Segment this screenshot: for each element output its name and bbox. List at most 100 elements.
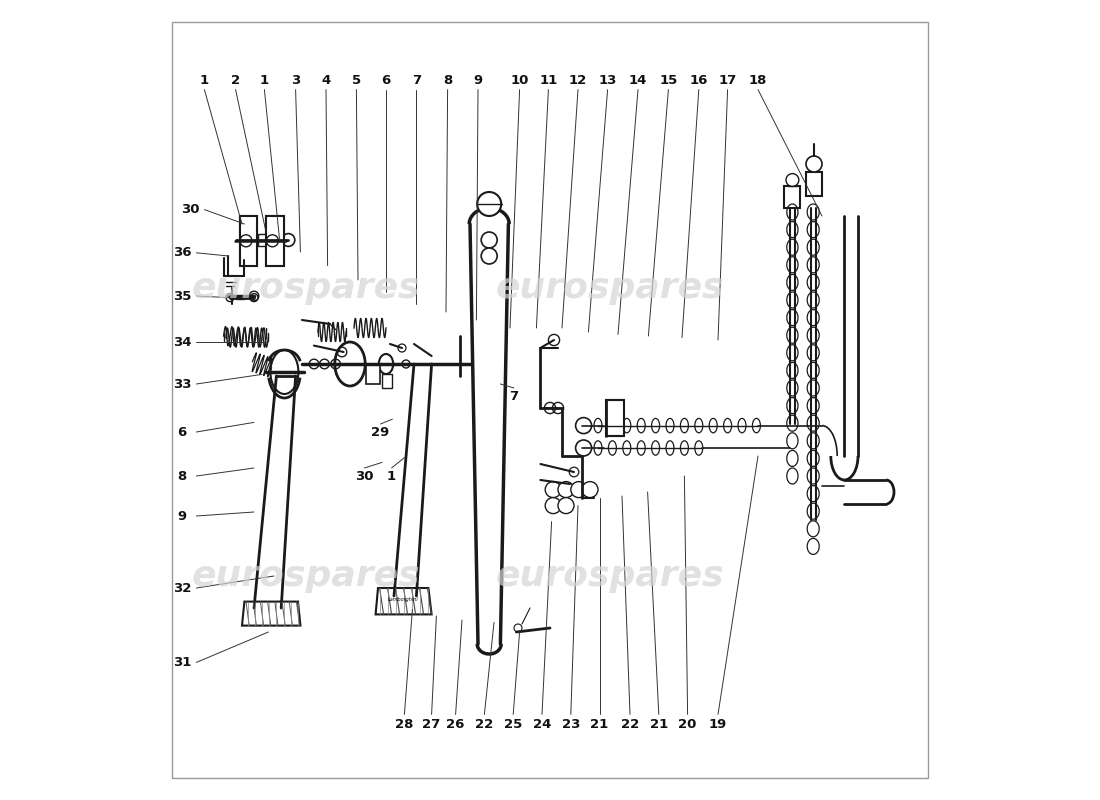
Text: 13: 13: [598, 74, 617, 86]
Text: Lamborghini: Lamborghini: [388, 598, 419, 602]
Text: 30: 30: [355, 470, 374, 482]
Bar: [806, 172, 822, 196]
Ellipse shape: [651, 418, 660, 433]
Circle shape: [575, 440, 592, 456]
Text: 10: 10: [510, 74, 529, 86]
Text: 36: 36: [173, 246, 191, 259]
Circle shape: [582, 482, 598, 498]
Text: 21: 21: [650, 718, 668, 730]
Text: 11: 11: [539, 74, 558, 86]
Circle shape: [558, 498, 574, 514]
Text: 14: 14: [629, 74, 647, 86]
Polygon shape: [242, 602, 300, 626]
Ellipse shape: [378, 354, 393, 374]
Ellipse shape: [271, 350, 298, 394]
Ellipse shape: [695, 418, 703, 433]
Bar: [272, 234, 279, 246]
Text: 7: 7: [411, 74, 421, 86]
Text: 22: 22: [475, 718, 494, 730]
Text: 30: 30: [180, 203, 199, 216]
Text: 34: 34: [173, 336, 191, 349]
Text: 31: 31: [173, 656, 191, 669]
Text: 18: 18: [749, 74, 767, 86]
Bar: [382, 374, 392, 388]
Ellipse shape: [681, 418, 689, 433]
Polygon shape: [375, 588, 431, 614]
Text: 8: 8: [443, 74, 452, 86]
Ellipse shape: [594, 441, 602, 455]
Text: 16: 16: [690, 74, 708, 86]
Ellipse shape: [695, 441, 703, 455]
Bar: [606, 400, 624, 436]
Ellipse shape: [666, 418, 674, 433]
Text: 15: 15: [659, 74, 678, 86]
Ellipse shape: [594, 418, 602, 433]
Text: 1: 1: [387, 470, 396, 482]
Text: 7: 7: [509, 390, 518, 402]
Text: eurospares: eurospares: [191, 559, 420, 593]
Text: 19: 19: [708, 718, 727, 730]
Circle shape: [786, 174, 799, 186]
Text: 6: 6: [177, 426, 187, 438]
Text: 32: 32: [173, 582, 191, 594]
Text: 3: 3: [292, 74, 300, 86]
Text: eurospares: eurospares: [496, 559, 724, 593]
Text: 21: 21: [591, 718, 608, 730]
Text: 2: 2: [231, 74, 240, 86]
Text: 22: 22: [620, 718, 639, 730]
Text: 20: 20: [679, 718, 696, 730]
Circle shape: [546, 498, 561, 514]
Ellipse shape: [752, 418, 760, 433]
Ellipse shape: [681, 441, 689, 455]
Bar: [266, 216, 284, 266]
Text: 1: 1: [260, 74, 270, 86]
Text: 17: 17: [718, 74, 737, 86]
Text: 12: 12: [569, 74, 587, 86]
Text: 29: 29: [372, 426, 389, 438]
Text: 23: 23: [562, 718, 580, 730]
Text: 5: 5: [352, 74, 361, 86]
Ellipse shape: [738, 418, 746, 433]
Bar: [266, 216, 284, 264]
Text: eurospares: eurospares: [191, 271, 420, 305]
Circle shape: [806, 156, 822, 172]
Circle shape: [546, 482, 561, 498]
Circle shape: [481, 232, 497, 248]
Ellipse shape: [637, 418, 646, 433]
Ellipse shape: [651, 441, 660, 455]
Text: 24: 24: [532, 718, 551, 730]
Text: 33: 33: [173, 378, 191, 390]
Bar: [240, 216, 257, 264]
Text: 8: 8: [177, 470, 187, 482]
Circle shape: [481, 248, 497, 264]
Circle shape: [558, 482, 574, 498]
Text: 28: 28: [395, 718, 414, 730]
Text: 9: 9: [177, 510, 187, 522]
Ellipse shape: [666, 441, 674, 455]
Ellipse shape: [710, 418, 717, 433]
Text: 1: 1: [200, 74, 209, 86]
Circle shape: [575, 418, 592, 434]
Circle shape: [571, 482, 586, 498]
Text: 26: 26: [447, 718, 465, 730]
Ellipse shape: [623, 441, 630, 455]
Text: eurospares: eurospares: [496, 271, 724, 305]
Bar: [845, 481, 887, 503]
Ellipse shape: [724, 418, 732, 433]
Bar: [784, 186, 801, 208]
Ellipse shape: [334, 342, 365, 386]
Bar: [845, 216, 857, 456]
Ellipse shape: [608, 441, 616, 455]
Circle shape: [477, 192, 502, 216]
Text: 35: 35: [173, 290, 191, 302]
Ellipse shape: [608, 418, 616, 433]
Bar: [258, 234, 266, 246]
Text: 25: 25: [504, 718, 522, 730]
Text: 27: 27: [422, 718, 441, 730]
Text: 4: 4: [321, 74, 331, 86]
Bar: [366, 364, 381, 384]
Bar: [240, 216, 257, 266]
Text: 9: 9: [473, 74, 483, 86]
Ellipse shape: [623, 418, 630, 433]
Ellipse shape: [637, 441, 646, 455]
